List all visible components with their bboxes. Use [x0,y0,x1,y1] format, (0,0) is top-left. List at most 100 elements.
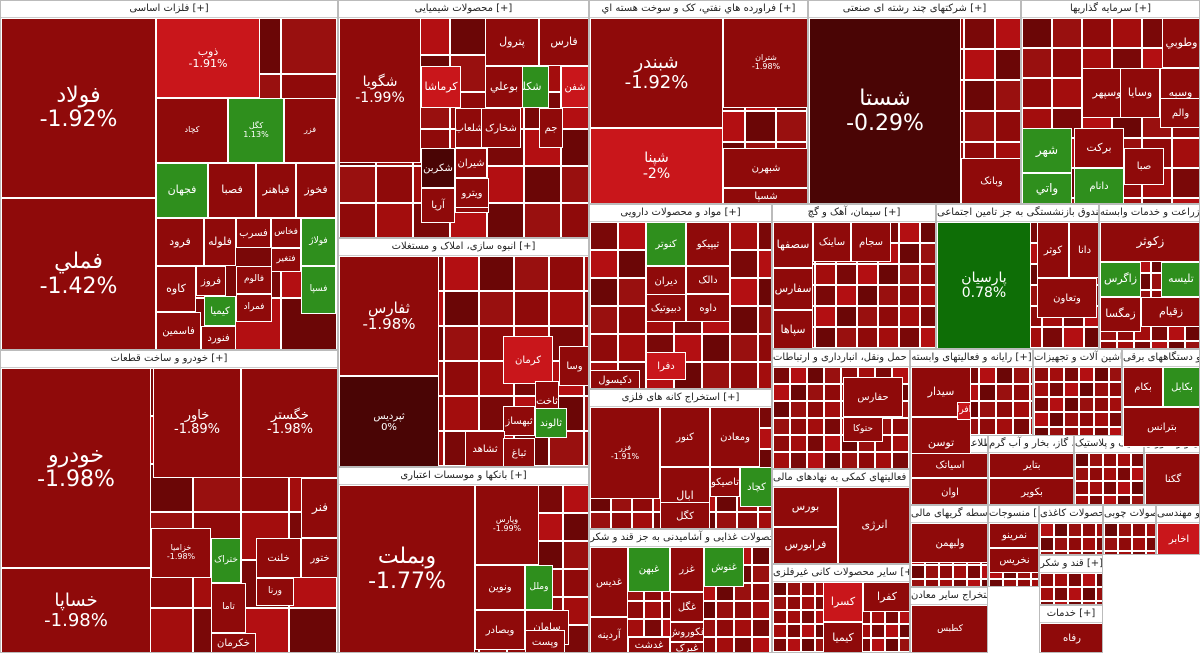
stock-tile[interactable]: سصفها [773,222,813,268]
stock-tile[interactable]: غبهن [628,547,670,592]
minor-stock-tile[interactable] [730,222,758,250]
minor-stock-tile[interactable] [590,512,611,528]
minor-stock-tile[interactable] [824,384,841,401]
minor-stock-tile[interactable] [561,129,588,166]
minor-stock-tile[interactable] [885,610,899,624]
minor-stock-tile[interactable] [1049,412,1064,427]
minor-stock-tile[interactable] [996,384,1013,401]
minor-stock-tile[interactable] [1132,537,1146,551]
minor-stock-tile[interactable] [514,256,549,291]
stock-tile[interactable]: وبصادر [475,610,525,650]
stock-tile[interactable]: خساپا -1.98% [1,568,151,652]
minor-stock-tile[interactable] [824,435,841,452]
minor-stock-tile[interactable] [1064,397,1079,412]
minor-stock-tile[interactable] [584,431,588,466]
minor-stock-tile[interactable] [1031,579,1038,586]
minor-stock-tile[interactable] [1022,48,1052,78]
minor-stock-tile[interactable] [1068,601,1082,604]
minor-stock-tile[interactable] [1054,601,1068,604]
minor-stock-tile[interactable] [1034,397,1049,412]
minor-stock-tile[interactable] [549,291,584,326]
minor-stock-tile[interactable] [716,601,734,619]
stock-tile[interactable]: شتران -1.98% [723,18,807,108]
minor-stock-tile[interactable] [1082,573,1096,587]
minor-stock-tile[interactable] [920,264,935,285]
stock-tile[interactable]: ثفارس -1.98% [339,256,439,376]
minor-stock-tile[interactable] [807,367,824,384]
minor-stock-tile[interactable] [1075,467,1089,481]
minor-stock-tile[interactable] [1030,418,1032,435]
minor-stock-tile[interactable] [878,306,899,327]
minor-stock-tile[interactable] [801,582,815,596]
minor-stock-tile[interactable] [939,565,953,579]
minor-stock-tile[interactable] [1052,18,1082,48]
minor-stock-tile[interactable] [878,327,899,348]
minor-stock-tile[interactable] [824,452,841,468]
sector-title[interactable]: شرکتهای چند رشته ای صنعتی [+] [809,1,1020,18]
minor-stock-tile[interactable] [807,435,824,452]
minor-stock-tile[interactable] [807,384,824,401]
minor-stock-tile[interactable] [770,619,771,637]
stock-tile[interactable]: دکیسول [590,370,640,388]
minor-stock-tile[interactable] [1094,397,1109,412]
minor-stock-tile[interactable] [752,601,770,619]
minor-stock-tile[interactable] [1172,168,1199,198]
stock-tile[interactable]: شخارک [481,108,521,148]
minor-stock-tile[interactable] [1054,523,1068,537]
stock-tile[interactable]: برکت [1074,128,1124,168]
minor-stock-tile[interactable] [1082,551,1096,554]
minor-stock-tile[interactable] [1117,341,1134,348]
stock-tile[interactable]: فزر -1.91% [590,407,660,499]
minor-stock-tile[interactable] [1117,495,1131,504]
sector-title[interactable]: سیمان، آهک و گچ [+] [773,205,935,222]
minor-stock-tile[interactable] [1104,537,1118,551]
minor-stock-tile[interactable] [979,367,996,384]
stock-tile[interactable]: ثپردیس 0% [339,376,439,466]
minor-stock-tile[interactable] [1022,18,1052,48]
stock-tile[interactable]: بکابل [1163,367,1199,407]
minor-stock-tile[interactable] [807,401,824,418]
minor-stock-tile[interactable] [995,49,1020,80]
minor-stock-tile[interactable] [734,601,752,619]
minor-stock-tile[interactable] [899,624,909,638]
sector-title[interactable]: استخراج کانه های فلزی [+] [590,390,771,407]
stock-tile[interactable]: سجام [851,222,891,262]
minor-stock-tile[interactable] [1013,401,1030,418]
minor-stock-tile[interactable] [1064,412,1079,427]
minor-stock-tile[interactable] [1064,382,1079,397]
minor-stock-tile[interactable] [770,601,771,619]
stock-tile[interactable]: شسپا [723,188,807,203]
minor-stock-tile[interactable] [1013,367,1030,384]
minor-stock-tile[interactable] [964,49,995,80]
minor-stock-tile[interactable] [801,624,815,638]
stock-tile[interactable]: پارسیان 0.78% [937,222,1031,348]
minor-stock-tile[interactable] [618,334,646,362]
stock-tile[interactable]: فارس [539,18,588,66]
minor-stock-tile[interactable] [444,396,479,431]
stock-tile[interactable]: فسپا [301,266,336,314]
minor-stock-tile[interactable] [563,541,588,569]
minor-stock-tile[interactable] [892,452,909,468]
minor-stock-tile[interactable] [953,579,967,586]
minor-stock-tile[interactable] [1117,453,1131,467]
minor-stock-tile[interactable] [899,243,920,264]
minor-stock-tile[interactable] [790,435,807,452]
minor-stock-tile[interactable] [815,264,836,285]
minor-stock-tile[interactable] [773,401,790,418]
minor-stock-tile[interactable] [815,327,836,348]
stock-tile[interactable]: ویترو [455,178,489,208]
minor-stock-tile[interactable] [1013,384,1030,401]
minor-stock-tile[interactable] [911,579,925,586]
minor-stock-tile[interactable] [899,638,909,652]
sector-title[interactable]: محصولات غذایی و آشامیدنی به جز قند و شکر… [590,530,771,547]
minor-stock-tile[interactable] [911,565,925,579]
minor-stock-tile[interactable] [737,512,758,528]
stock-tile[interactable]: اخابر [1157,523,1199,554]
minor-stock-tile[interactable] [1089,481,1103,495]
minor-stock-tile[interactable] [807,418,824,435]
minor-stock-tile[interactable] [996,367,1013,384]
minor-stock-tile[interactable] [964,18,995,49]
minor-stock-tile[interactable] [773,384,790,401]
minor-stock-tile[interactable] [773,367,790,384]
stock-tile[interactable]: بوعلي [485,66,523,108]
